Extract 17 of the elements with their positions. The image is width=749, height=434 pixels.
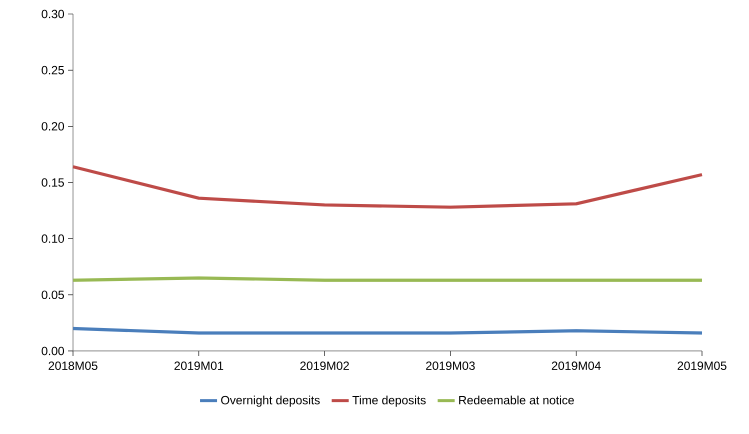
legend-label: Overnight deposits xyxy=(221,396,320,407)
x-tick-label: 2019M04 xyxy=(552,362,601,370)
y-tick-label: 0.25 xyxy=(42,66,64,74)
y-tick-label: 0.15 xyxy=(42,178,64,187)
x-tick-label: 2019M01 xyxy=(174,362,224,370)
y-tick-label: 0.00 xyxy=(42,346,64,356)
x-tick-label: 2019M02 xyxy=(300,362,349,370)
y-tick-label: 0.20 xyxy=(42,122,64,131)
line-series xyxy=(71,165,704,209)
x-tick-label: 2019M05 xyxy=(678,362,726,370)
x-tick-label: 2019M03 xyxy=(426,362,475,370)
y-tick-label: 0.30 xyxy=(42,10,64,18)
y-tick-label: 0.05 xyxy=(42,290,64,300)
legend-label: Time deposits xyxy=(352,396,426,407)
y-tick-label: 0.10 xyxy=(42,234,64,243)
legend-label: Redeemable at notice xyxy=(459,396,574,404)
x-tick-label: 2018M05 xyxy=(48,362,98,370)
